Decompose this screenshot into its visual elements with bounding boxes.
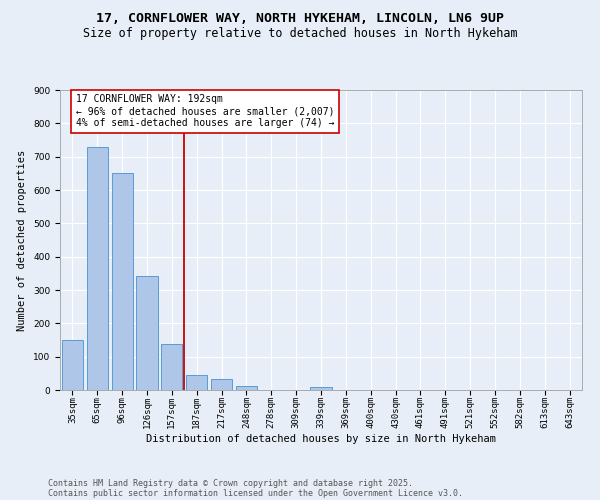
Text: Contains public sector information licensed under the Open Government Licence v3: Contains public sector information licen… [48, 488, 463, 498]
Bar [112, 174, 133, 390]
Bar [136, 276, 158, 390]
X-axis label: Distribution of detached houses by size in North Hykeham: Distribution of detached houses by size … [146, 434, 496, 444]
Bar [310, 388, 332, 390]
Text: 17 CORNFLOWER WAY: 192sqm
← 96% of detached houses are smaller (2,007)
4% of sem: 17 CORNFLOWER WAY: 192sqm ← 96% of detac… [76, 94, 334, 128]
Bar [62, 340, 83, 390]
Bar [87, 146, 108, 390]
Text: Contains HM Land Registry data © Crown copyright and database right 2025.: Contains HM Land Registry data © Crown c… [48, 478, 413, 488]
Bar [186, 376, 207, 390]
Text: Size of property relative to detached houses in North Hykeham: Size of property relative to detached ho… [83, 28, 517, 40]
Bar [211, 379, 232, 390]
Y-axis label: Number of detached properties: Number of detached properties [17, 150, 28, 330]
Bar [161, 344, 182, 390]
Text: 17, CORNFLOWER WAY, NORTH HYKEHAM, LINCOLN, LN6 9UP: 17, CORNFLOWER WAY, NORTH HYKEHAM, LINCO… [96, 12, 504, 26]
Bar [236, 386, 257, 390]
